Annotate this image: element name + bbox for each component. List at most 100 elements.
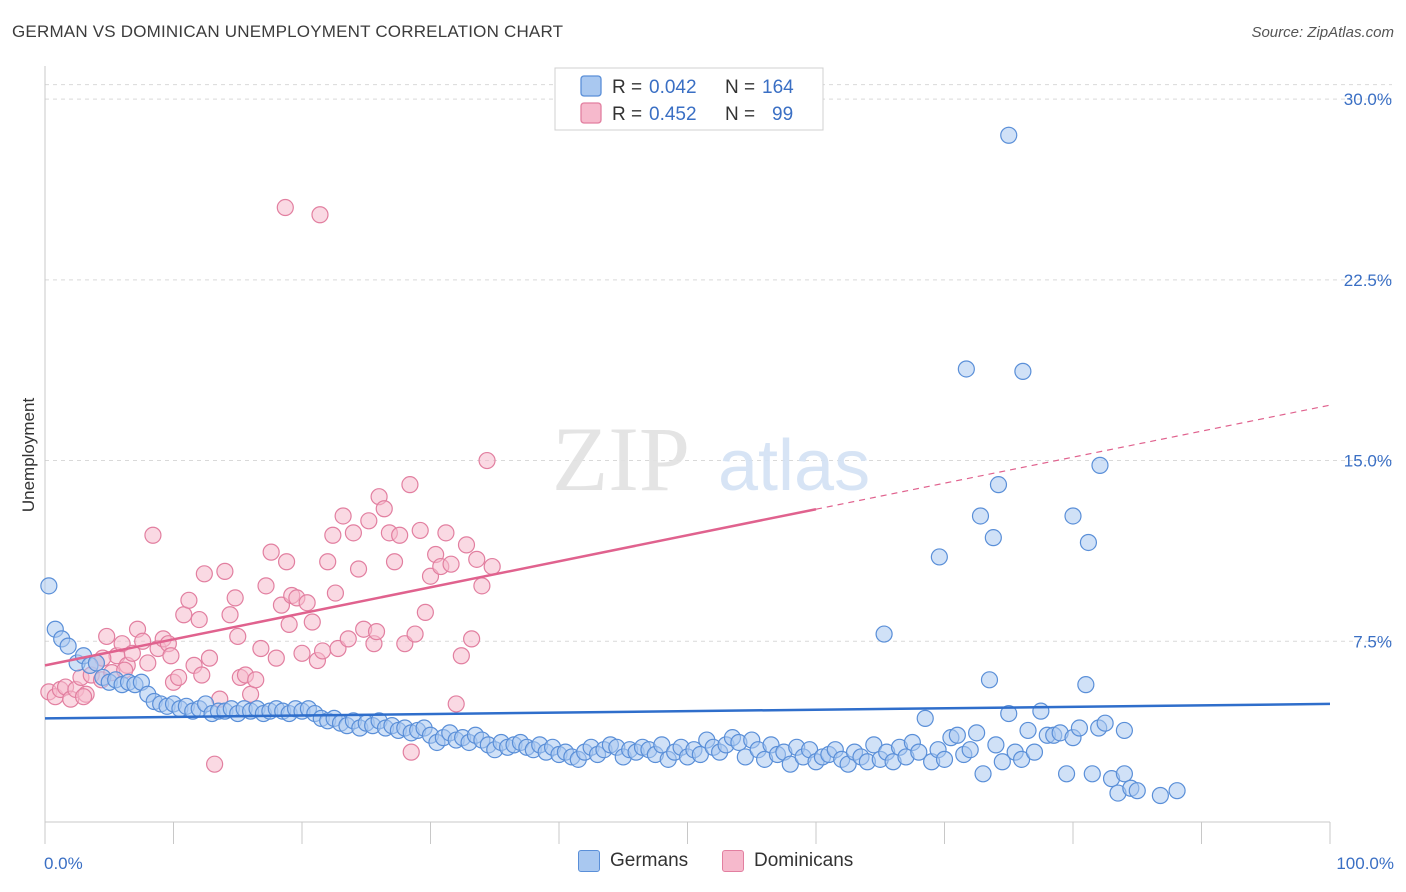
dominicans-point-51	[303, 613, 321, 631]
dominicans-point-49	[293, 644, 311, 662]
legend-n-label-dominicans: N =	[725, 104, 755, 125]
dominicans-point-54	[319, 553, 337, 571]
dominicans-points	[40, 198, 501, 773]
germans-point-162	[1083, 765, 1101, 783]
dominicans-point-57	[334, 507, 352, 525]
x-tick-label-0: 0.0%	[44, 854, 83, 873]
germans-point-176	[1014, 362, 1032, 380]
germans-point-178	[1079, 533, 1098, 552]
dominicans-point-43	[262, 543, 280, 561]
dominicans-point-50	[298, 594, 316, 612]
germans-point-143	[961, 741, 979, 759]
germans-point-177	[1064, 507, 1082, 525]
legend-r-value-dominicans: 0.452	[649, 104, 697, 125]
dominicans-point-85	[478, 451, 496, 470]
dominicans-point-34	[216, 562, 234, 580]
dominicans-point-95	[280, 615, 298, 634]
dominicans-point-40	[247, 671, 265, 689]
dominicans-point-26	[175, 606, 193, 624]
germans-label: Germans	[610, 850, 689, 871]
dominicans-point-88	[311, 206, 329, 224]
dominicans-point-31	[200, 649, 219, 667]
dominicans-point-29	[190, 610, 208, 629]
germans-point-147	[987, 736, 1005, 754]
germans-point-135	[910, 743, 928, 761]
dominicans-point-80	[452, 647, 470, 665]
germans-point-145	[974, 765, 992, 783]
germans-point-170	[875, 625, 893, 643]
dominicans-point-70	[401, 476, 419, 494]
dominicans-point-84	[473, 577, 491, 595]
dominicans-point-93	[193, 666, 211, 684]
germans-point-173	[971, 507, 990, 525]
dominicans-point-89	[74, 688, 93, 706]
y-tick-label-3: 30.0%	[1344, 90, 1392, 109]
dominicans-point-35	[221, 606, 239, 624]
dominicans-point-73	[416, 603, 434, 621]
watermark-zip: ZIP	[552, 408, 690, 510]
germans-point-146	[980, 671, 999, 689]
dominicans-point-94	[229, 627, 247, 646]
legend-swatch-germans	[580, 75, 602, 97]
dominicans-point-97	[367, 623, 386, 641]
legend-r-value-germans: 0.042	[649, 77, 697, 98]
germans-point-181	[1168, 782, 1186, 800]
y-tick-label-2: 22.5%	[1344, 271, 1392, 290]
germans-point-151	[1012, 750, 1031, 768]
legend-item-germans: Germans	[578, 850, 688, 872]
tick-labels: 7.5% 15.0% 22.5% 30.0% 0.0% 100.0%	[44, 90, 1394, 873]
germans-point-175	[989, 476, 1008, 494]
dominicans-point-32	[206, 755, 224, 773]
dominicans-label: Dominicans	[754, 850, 854, 871]
dominicans-point-46	[277, 553, 296, 571]
germans-point-136	[916, 709, 934, 727]
grid-lines	[45, 84, 1392, 642]
legend-swatch-dominicans	[580, 102, 602, 124]
dominicans-point-77	[437, 524, 455, 542]
dominicans-point-41	[252, 639, 270, 658]
germans-point-158	[1057, 765, 1076, 783]
dominicans-point-96	[326, 584, 345, 602]
dominicans-point-79	[447, 695, 465, 713]
dominicans-point-59	[344, 524, 362, 542]
germans-swatch	[578, 850, 600, 872]
germans-point-95	[653, 736, 671, 754]
germans-point-152	[1019, 721, 1037, 740]
watermark: ZIP atlas	[552, 408, 870, 510]
germans-point-0	[40, 577, 58, 595]
dominicans-point-68	[391, 526, 409, 544]
legend-n-value-germans: 164	[762, 77, 794, 98]
dominicans-point-72	[411, 521, 429, 540]
germans-point-180	[1000, 126, 1018, 144]
dominicans-point-42	[257, 577, 275, 595]
germans-point-164	[1096, 714, 1114, 732]
dominicans-point-36	[226, 589, 244, 607]
germans-point-139	[935, 750, 954, 768]
germans-point-3	[59, 637, 77, 655]
germans-point-108	[736, 748, 754, 766]
dominicans-point-60	[349, 560, 368, 578]
legend-r-label-germans: R =	[612, 77, 642, 98]
legend-r-label-dominicans: R =	[612, 104, 642, 125]
dominicans-point-53	[313, 642, 332, 660]
germans-point-148	[993, 753, 1011, 771]
dominicans-point-11	[98, 627, 116, 646]
dominicans-point-87	[276, 198, 294, 217]
germans-trend-line	[44, 702, 1331, 720]
dominicans-point-44	[267, 649, 285, 667]
watermark-atlas: atlas	[718, 426, 870, 506]
dominicans-point-25	[170, 668, 188, 687]
germans-point-161	[1077, 676, 1095, 694]
germans-point-179	[1091, 456, 1109, 474]
dominicans-point-67	[385, 553, 404, 571]
dominicans-point-81	[457, 536, 476, 554]
dominicans-point-55	[324, 526, 342, 544]
germans-point-167	[1115, 765, 1134, 783]
germans-point-174	[984, 529, 1002, 547]
chart-title: GERMAN VS DOMINICAN UNEMPLOYMENT CORRELA…	[12, 22, 564, 41]
germans-points	[40, 126, 1186, 805]
dominicans-point-82	[463, 630, 481, 648]
dominicans-point-98	[402, 743, 420, 761]
series-legend: Germans Dominicans	[0, 850, 1406, 880]
